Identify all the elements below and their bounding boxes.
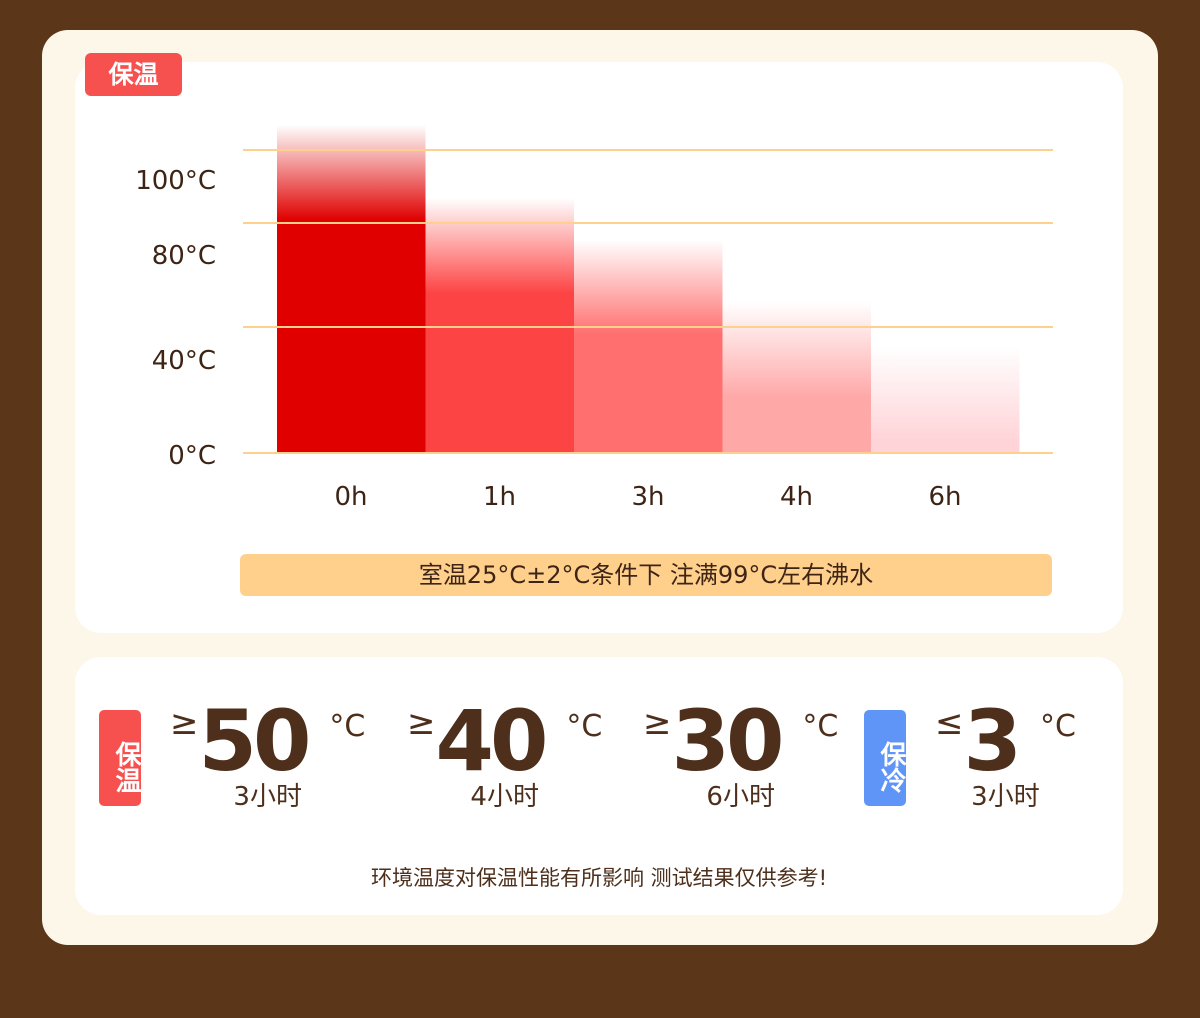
bar-1h	[425, 198, 574, 453]
operator: ≤	[935, 703, 964, 743]
footnote: 环境温度对保温性能有所影响 测试结果仅供参考!	[370, 866, 828, 890]
cold-tag: 保冷	[864, 710, 906, 806]
x-tick-label: 0h	[334, 482, 367, 512]
stat-value: 3	[963, 692, 1022, 790]
bar-0h	[277, 125, 426, 453]
duration: 3小时	[971, 782, 1040, 812]
bar-3h	[574, 239, 723, 453]
x-tick-label: 3h	[631, 482, 664, 512]
chart-note: 室温25°C±2°C条件下 注满99°C左右沸水	[240, 554, 1052, 596]
stat-value: 30	[671, 692, 785, 790]
unit: °C	[329, 709, 366, 744]
stat-item: ≥30 °C 6小时	[643, 692, 838, 813]
bar-4h	[722, 302, 871, 453]
y-tick-label: 0°C	[168, 441, 216, 471]
unit: °C	[566, 709, 603, 744]
unit: °C	[1039, 709, 1076, 744]
duration: 6小时	[706, 782, 775, 812]
operator: ≥	[643, 703, 672, 743]
y-tick-label: 100°C	[135, 166, 216, 196]
unit: °C	[802, 709, 839, 744]
stat-value: 50	[198, 692, 312, 790]
stat-value: 40	[435, 692, 549, 790]
summary-panel: 保温 保冷 ≥50 °C 3小时 ≥40 °C 4小时 ≥30 °C 6小时 ≤3 °C 3小时 环境…	[75, 657, 1123, 915]
duration: 4小时	[470, 782, 539, 812]
y-tick-label: 80°C	[152, 241, 216, 271]
stat-item: ≥40 °C 4小时	[407, 692, 602, 813]
x-tick-label: 4h	[780, 482, 813, 512]
hot-tag: 保温	[99, 710, 141, 806]
stat-item: ≥50 °C 3小时	[170, 692, 365, 813]
operator: ≥	[407, 703, 436, 743]
operator: ≥	[170, 703, 199, 743]
y-tick-label: 40°C	[152, 346, 216, 376]
x-tick-label: 1h	[483, 482, 516, 512]
chart-tag: 保温	[85, 53, 182, 96]
bar-6h	[871, 346, 1020, 453]
bar-chart: 0h 1h 3h 4h 6h 100°C 80°C 40°C 0°C	[135, 125, 1053, 512]
duration: 3小时	[233, 782, 302, 812]
stat-item: ≤3 °C 3小时	[935, 692, 1076, 813]
x-tick-label: 6h	[928, 482, 961, 512]
